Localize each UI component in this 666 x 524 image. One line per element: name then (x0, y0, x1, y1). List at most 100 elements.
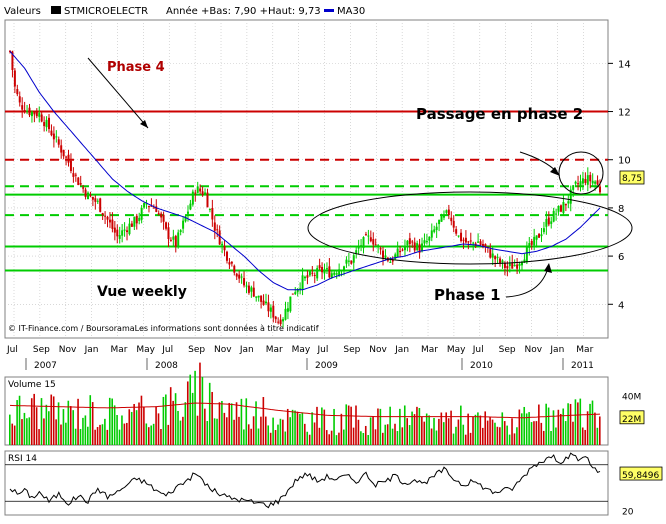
volume-bar (481, 427, 484, 445)
volume-bar (430, 428, 433, 445)
volume-bar (391, 428, 394, 445)
volume-bar (520, 413, 523, 445)
volume-bar (389, 406, 391, 445)
candle-body (382, 250, 385, 258)
volume-bar (111, 398, 113, 445)
month-label: Sep (33, 345, 50, 355)
footer-note: © IT-Finance.com / BoursoramaLes informa… (8, 323, 319, 333)
candle-body (525, 247, 528, 263)
candle-body (257, 295, 260, 298)
volume-bar (396, 431, 399, 445)
candle-body (452, 220, 455, 228)
candle-body (545, 219, 548, 227)
volume-bar (567, 403, 569, 445)
volume-bar (186, 381, 189, 445)
candle-body (33, 112, 36, 115)
volume-bar (572, 421, 574, 445)
candle-body (520, 261, 523, 266)
price-axis-label: 4 (618, 300, 624, 311)
candle-body (55, 136, 58, 138)
volume-bar (533, 421, 535, 445)
volume-bar (94, 429, 96, 445)
volume-bar (282, 419, 284, 445)
phase4-arrow-line (87, 57, 149, 129)
volume-bar (469, 432, 472, 445)
volume-bar (335, 435, 338, 445)
candle-body (252, 287, 255, 297)
candle-body (138, 217, 141, 221)
candle-body (343, 266, 346, 271)
volume-bar (530, 422, 533, 445)
volume-bar (362, 432, 365, 445)
candle-body (501, 260, 504, 263)
candle-body (372, 239, 375, 245)
candle-body (377, 245, 380, 247)
candle-body (118, 235, 121, 239)
candle-body (530, 240, 533, 245)
candle-body (599, 186, 601, 193)
volume-bar (350, 406, 352, 445)
volume-bar (255, 401, 257, 445)
volume-bar (79, 428, 82, 445)
candle-body (128, 223, 131, 235)
volume-bar (594, 412, 596, 445)
candle-body (535, 235, 538, 240)
month-label: Jul (161, 345, 173, 355)
candle-body (574, 181, 577, 184)
volume-bar (228, 402, 231, 445)
candle-body (79, 183, 82, 185)
candle-body (442, 214, 445, 218)
candle-body (399, 250, 402, 253)
month-label: Sep (343, 345, 360, 355)
candle-body (50, 130, 53, 136)
volume-bar (382, 432, 384, 445)
volume-bar (30, 398, 33, 445)
volume-bar (238, 416, 240, 445)
candle-body (260, 295, 263, 302)
volume-bar (84, 415, 87, 445)
year-label: 2011 (571, 361, 594, 371)
candle-body (347, 260, 350, 262)
volume-bar (304, 423, 306, 445)
month-label: May (292, 345, 311, 355)
volume-bar (496, 426, 499, 445)
candle-body (572, 185, 575, 190)
candle-body (564, 203, 567, 206)
candle-body (450, 217, 453, 222)
volume-bar (321, 407, 323, 445)
volume-bar (511, 418, 513, 445)
candle-body (101, 213, 104, 215)
volume-bar (325, 430, 328, 445)
candle-body (299, 288, 302, 290)
candle-body (503, 263, 506, 268)
candle-body (269, 307, 272, 312)
candle-body (362, 237, 365, 249)
candle-body (286, 308, 289, 312)
year-label: 2008 (155, 361, 178, 371)
candle-body (255, 296, 258, 298)
candle-body (462, 239, 465, 241)
volume-bar (143, 406, 145, 445)
candle-body (186, 211, 189, 214)
volume-bar (552, 410, 555, 445)
candle-body (562, 202, 565, 214)
ma-legend-swatch (324, 9, 334, 12)
volume-bar (133, 403, 135, 445)
volume-bar (252, 416, 255, 445)
volume-bar (99, 424, 101, 445)
candle-body (194, 192, 197, 194)
candle-body (152, 207, 155, 209)
candle-body (130, 223, 133, 227)
volume-bar (425, 413, 428, 445)
volume-bar (11, 423, 14, 445)
candle-body (538, 233, 541, 238)
month-label: Jan (84, 345, 99, 355)
rsi-title: RSI 14 (8, 454, 37, 464)
volume-bar (555, 427, 557, 445)
volume-bar (484, 411, 487, 445)
candle-body (279, 319, 282, 325)
candle-body (557, 205, 560, 212)
candle-body (204, 192, 207, 195)
candle-body (143, 203, 146, 208)
